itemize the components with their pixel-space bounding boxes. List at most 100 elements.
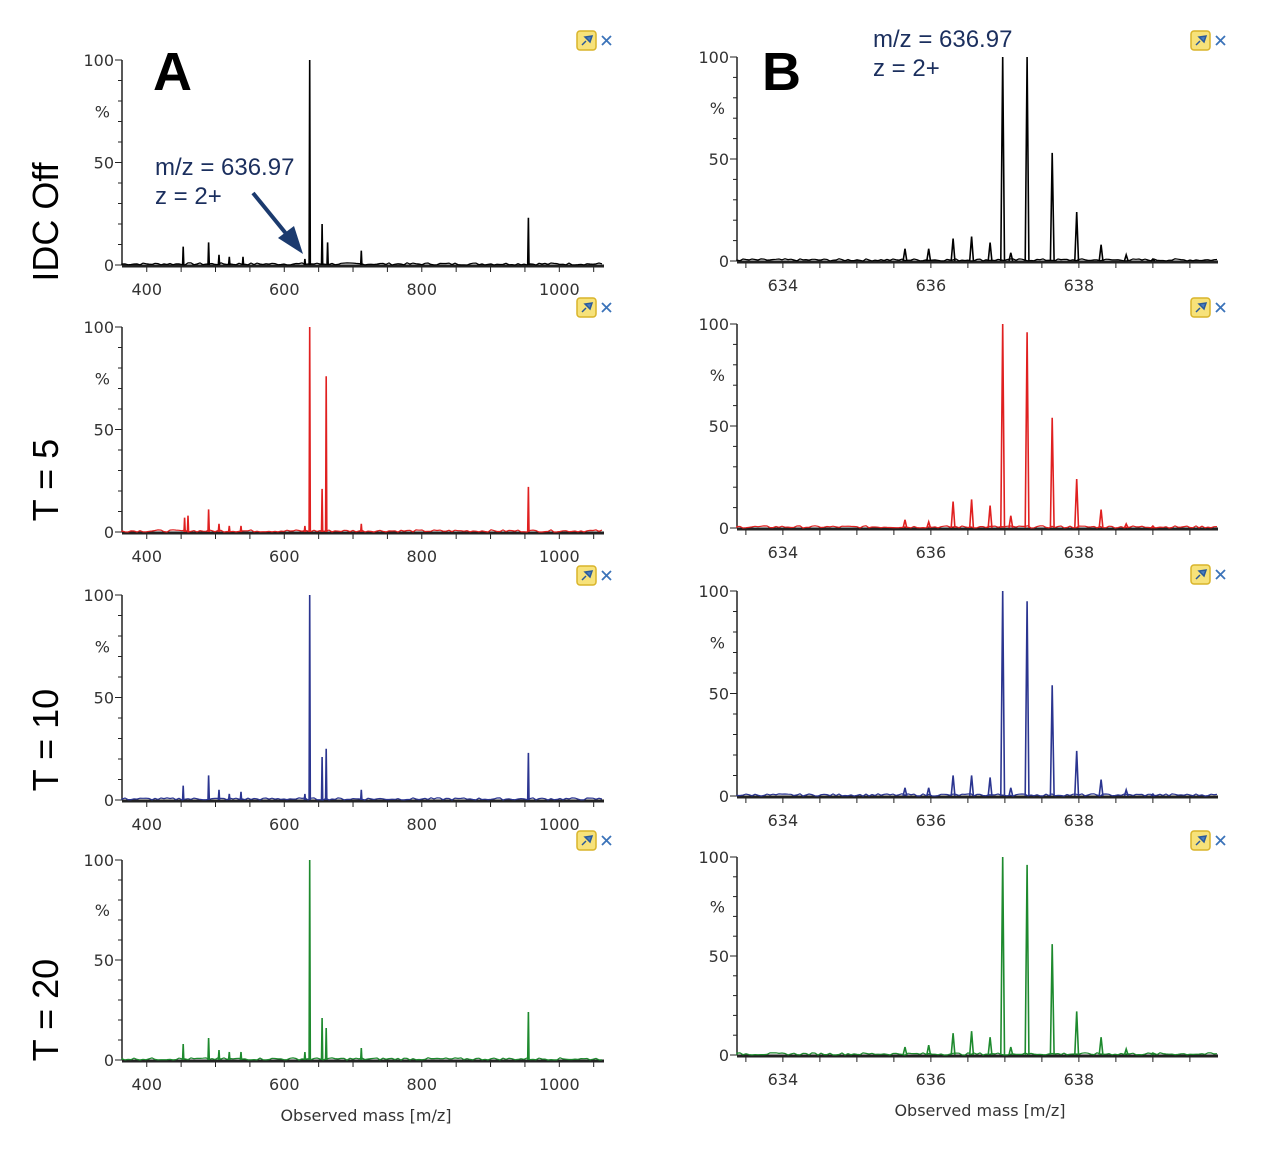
- pin-glyph: [1195, 35, 1208, 46]
- peak: [320, 223, 324, 266]
- close-icon[interactable]: [601, 835, 612, 846]
- peak: [324, 376, 328, 533]
- baseline-trace: [736, 525, 1218, 529]
- annotation-mz-b: m/z = 636.97: [873, 26, 1012, 53]
- y-tick-label: 0: [104, 791, 114, 810]
- peak: [968, 1031, 975, 1056]
- peak: [207, 509, 211, 533]
- pin-icon[interactable]: [576, 297, 597, 318]
- peak: [303, 525, 307, 533]
- pin-icon[interactable]: [576, 30, 597, 51]
- y-tick-label: 0: [719, 252, 729, 271]
- y-tick-label: 0: [104, 256, 114, 275]
- pin-glyph: [581, 35, 594, 46]
- peak: [1150, 792, 1156, 797]
- peak: [181, 246, 185, 266]
- y-tick-label: 50: [94, 689, 114, 708]
- y-tick-label: 100: [83, 51, 114, 70]
- peak: [902, 1046, 908, 1056]
- peak: [1049, 944, 1055, 1056]
- pin-icon-bg: [1190, 30, 1211, 51]
- x-tick-label: 400: [131, 280, 162, 299]
- panel-letter-b: B: [762, 42, 801, 102]
- close-icon[interactable]: [601, 35, 612, 46]
- peak: [207, 775, 211, 801]
- x-tick-label: 638: [1064, 811, 1095, 830]
- x-tick-label: 600: [269, 280, 300, 299]
- y-tick-label: 50: [94, 421, 114, 440]
- y-tick-label: 0: [104, 1051, 114, 1070]
- peak: [227, 793, 231, 801]
- peak: [359, 1047, 363, 1061]
- peak: [303, 793, 307, 801]
- pin-icon[interactable]: [1190, 297, 1211, 318]
- peak: [1024, 601, 1030, 797]
- x-tick-label: 634: [768, 543, 799, 562]
- x-tick-label: 636: [916, 1070, 947, 1089]
- peak: [320, 488, 324, 533]
- pin-glyph: [581, 302, 594, 313]
- x-tick-label: 634: [768, 276, 799, 295]
- peak: [239, 791, 243, 801]
- peak: [950, 238, 956, 262]
- peak: [1000, 590, 1006, 797]
- peak: [987, 1037, 993, 1056]
- peak: [1000, 56, 1006, 262]
- peak: [320, 756, 324, 801]
- peak: [326, 242, 329, 266]
- y-tick-label: 0: [104, 523, 114, 542]
- peak: [186, 515, 190, 533]
- close-icon[interactable]: [1215, 835, 1226, 846]
- x-tick-label: 636: [916, 543, 947, 562]
- y-tick-label: 50: [94, 951, 114, 970]
- peak: [902, 519, 908, 529]
- baseline-trace: [736, 793, 1218, 797]
- peak: [1098, 509, 1104, 529]
- y-axis-label: %: [710, 633, 725, 652]
- pin-icon-bg: [576, 30, 597, 51]
- x-tick-label: 400: [131, 1075, 162, 1094]
- peak: [1123, 1046, 1129, 1056]
- peak: [968, 499, 975, 529]
- close-icon[interactable]: [601, 302, 612, 313]
- close-icon[interactable]: [1215, 35, 1226, 46]
- close-glyph: [601, 835, 612, 846]
- pin-icon[interactable]: [1190, 564, 1211, 585]
- peak: [1008, 515, 1014, 529]
- peak: [227, 525, 231, 533]
- pin-glyph: [1195, 302, 1208, 313]
- peak: [1098, 244, 1104, 262]
- pin-icon[interactable]: [576, 565, 597, 586]
- pin-icon[interactable]: [1190, 830, 1211, 851]
- peak: [303, 258, 307, 266]
- peak: [1049, 685, 1055, 797]
- peak: [1098, 1037, 1104, 1056]
- x-tick-label: 638: [1064, 1070, 1095, 1089]
- close-icon[interactable]: [601, 570, 612, 581]
- peak: [526, 752, 530, 801]
- x-tick-label: 638: [1064, 543, 1095, 562]
- peak: [968, 236, 975, 262]
- x-tick-label: 636: [916, 811, 947, 830]
- pin-icon[interactable]: [1190, 30, 1211, 51]
- x-tick-label: 1000: [539, 280, 580, 299]
- close-icon[interactable]: [1215, 302, 1226, 313]
- close-icon[interactable]: [1215, 569, 1226, 580]
- peak: [987, 505, 993, 529]
- peak: [359, 250, 363, 266]
- pin-glyph: [1195, 569, 1208, 580]
- y-axis-label: %: [710, 898, 725, 917]
- peak: [241, 256, 245, 266]
- peak: [902, 248, 908, 262]
- y-tick-label: 100: [698, 48, 729, 67]
- y-tick-label: 50: [709, 685, 729, 704]
- pin-icon-bg: [1190, 564, 1211, 585]
- peak: [987, 777, 993, 797]
- spectrum-panel-b-2: 0 50 100% 634 636 638: [698, 564, 1226, 830]
- close-glyph: [1215, 569, 1226, 580]
- spectrum-panel-a-3: 0 50 100% 400 600 800 1000: [83, 830, 612, 1094]
- peak: [1049, 417, 1055, 529]
- x-tick-label: 636: [916, 276, 947, 295]
- pin-icon[interactable]: [576, 830, 597, 851]
- peak: [207, 242, 211, 266]
